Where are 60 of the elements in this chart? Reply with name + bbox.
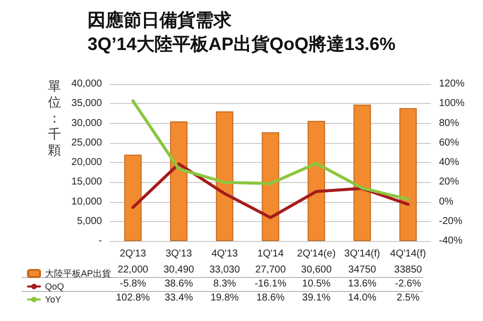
x-tick-label: 3Q'14(f) xyxy=(344,248,380,260)
data-label: 14.0% xyxy=(348,292,376,304)
data-label: 8.3% xyxy=(213,278,236,290)
y-axis-title: 單位：千顆 xyxy=(48,78,61,158)
bar xyxy=(262,132,280,241)
data-label: 33850 xyxy=(394,264,422,276)
data-label: 2.5% xyxy=(396,292,420,304)
data-label: 22,000 xyxy=(118,264,149,276)
y2-tick-label: 120% xyxy=(439,78,465,90)
y2-tick-label: -40% xyxy=(439,236,462,246)
chart-title: 因應節日備貨需求 3Q’14大陸平板AP出貨QoQ將達13.6% xyxy=(87,10,396,54)
y2-tick-label: 20% xyxy=(439,176,460,188)
data-label: 34750 xyxy=(348,264,377,276)
data-label: 18.6% xyxy=(256,292,285,304)
y-tick-label: 10,000 xyxy=(71,196,102,208)
legend-label: QoQ xyxy=(45,282,64,292)
bar xyxy=(216,111,234,241)
y-tick-label: 25,000 xyxy=(71,137,102,148)
data-label: -2.6% xyxy=(395,278,422,290)
y-tick-label: 30,000 xyxy=(71,118,102,129)
data-label: 39.1% xyxy=(302,292,331,304)
y2-tick-label: 0% xyxy=(439,196,454,208)
y-tick-label: 5,000 xyxy=(76,216,102,227)
x-tick-label: 3Q'13 xyxy=(166,248,192,260)
data-label: 38.6% xyxy=(164,278,194,290)
y2-tick-label: -20% xyxy=(439,216,462,227)
x-tick-label: 2Q'13 xyxy=(120,248,147,260)
bar xyxy=(170,121,188,241)
legend-label: 大陸平板AP出貨 xyxy=(45,268,112,278)
x-tick-label: 1Q'14 xyxy=(257,248,284,260)
legend-label: YoY xyxy=(45,294,62,304)
bar xyxy=(308,120,326,241)
line-series xyxy=(131,99,410,201)
y-tick-label: 15,000 xyxy=(71,176,102,188)
y-tick-label: 35,000 xyxy=(71,98,102,110)
data-label: 102.8% xyxy=(116,292,150,304)
y-tick-label: - xyxy=(98,236,102,246)
y-tick-label: 40,000 xyxy=(71,78,102,90)
y-tick-label: 20,000 xyxy=(71,157,102,168)
data-label: 30,490 xyxy=(163,264,195,276)
bar xyxy=(354,104,371,241)
y2-tick-label: 40% xyxy=(439,157,460,168)
x-tick-label: 2Q'14(e) xyxy=(297,248,336,260)
data-label: 33,030 xyxy=(209,264,240,276)
bar xyxy=(124,154,142,241)
data-label: 19.8% xyxy=(210,292,239,304)
line-series xyxy=(131,162,410,220)
data-label: 30,600 xyxy=(301,264,332,276)
x-tick-label: 4Q'14(f) xyxy=(390,248,426,260)
data-label: -16.1% xyxy=(254,278,286,290)
x-tick-label: 4Q'13 xyxy=(211,248,238,260)
data-label: 10.5% xyxy=(302,278,331,290)
y2-tick-label: 80% xyxy=(439,118,460,129)
data-label: -5.8% xyxy=(120,278,146,290)
y2-tick-label: 100% xyxy=(439,98,465,110)
data-label: 33.4% xyxy=(164,292,194,304)
bar xyxy=(399,108,417,241)
y2-tick-label: 60% xyxy=(439,137,460,148)
data-label: 27,700 xyxy=(255,264,286,276)
data-label: 13.6% xyxy=(348,278,376,290)
